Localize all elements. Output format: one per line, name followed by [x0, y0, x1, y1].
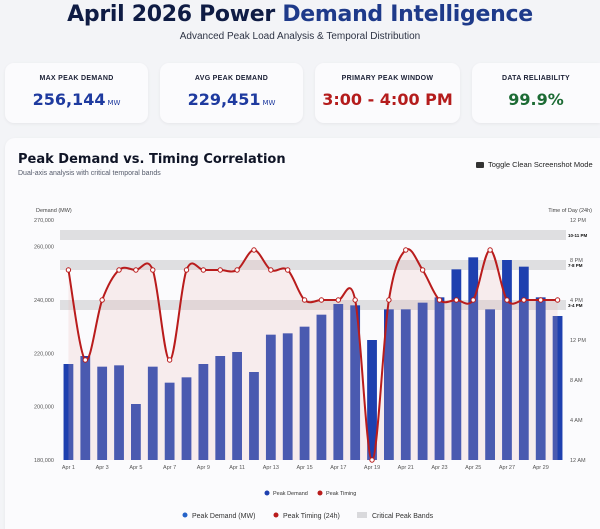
kpi-label: MAX PEAK DEMAND	[39, 75, 114, 82]
title-main: April 2026 Power	[67, 2, 275, 27]
kpi-number: 256,144	[32, 90, 106, 109]
kpi-value: 3:00 - 4:00 PM	[322, 90, 453, 109]
kpi-value: 229,451 MW	[160, 90, 303, 109]
kpi-card-reliability: DATA RELIABILITY 99.9%	[472, 63, 600, 123]
toggle-screenshot-mode-button[interactable]: Toggle Clean Screenshot Mode	[476, 160, 593, 169]
kpi-unit: MW	[107, 99, 121, 107]
page-subtitle: Advanced Peak Load Analysis & Temporal D…	[179, 31, 421, 42]
kpi-value: 99.9%	[508, 90, 564, 109]
chart-subtitle: Dual-axis analysis with critical tempora…	[18, 170, 161, 177]
kpi-card-max-peak: MAX PEAK DEMAND 256,144 MW	[5, 63, 148, 123]
kpi-unit: MW	[262, 99, 276, 107]
kpi-card-avg-peak: AVG PEAK DEMAND 229,451 MW	[160, 63, 303, 123]
chart-title: Peak Demand vs. Timing Correlation	[18, 152, 286, 167]
kpi-card-peak-window: PRIMARY PEAK WINDOW 3:00 - 4:00 PM	[315, 63, 460, 123]
toggle-label: Toggle Clean Screenshot Mode	[488, 160, 593, 169]
kpi-value: 256,144 MW	[5, 90, 148, 109]
camera-icon	[476, 162, 484, 168]
title-accent: Demand Intelligence	[282, 2, 533, 27]
page-title: April 2026 Power Demand Intelligence	[0, 2, 600, 27]
kpi-label: DATA RELIABILITY	[501, 75, 571, 82]
kpi-label: PRIMARY PEAK WINDOW	[341, 75, 434, 82]
kpi-label: AVG PEAK DEMAND	[194, 75, 269, 82]
chart-panel	[5, 138, 600, 529]
kpi-number: 229,451	[187, 90, 261, 109]
